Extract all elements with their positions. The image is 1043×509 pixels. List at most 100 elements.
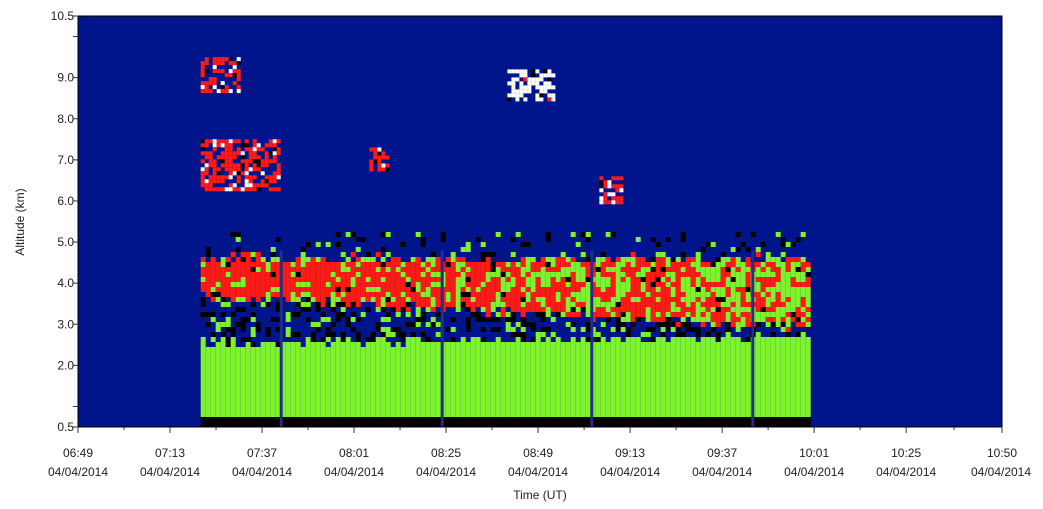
heatmap-cell bbox=[585, 297, 591, 302]
heatmap-cell bbox=[605, 402, 611, 407]
heatmap-cell bbox=[380, 392, 386, 397]
heatmap-cell bbox=[210, 402, 216, 407]
heatmap-cell bbox=[450, 407, 456, 412]
heatmap-cell bbox=[603, 184, 608, 189]
heatmap-cell bbox=[250, 282, 256, 287]
heatmap-cell bbox=[275, 317, 281, 322]
heatmap-cell bbox=[530, 257, 536, 262]
heatmap-cell bbox=[208, 163, 213, 168]
heatmap-cell bbox=[252, 163, 257, 168]
heatmap-cell bbox=[275, 387, 281, 392]
heatmap-cell bbox=[540, 397, 546, 402]
heatmap-cell bbox=[560, 277, 566, 282]
heatmap-cell bbox=[200, 337, 206, 342]
heatmap-cell bbox=[510, 352, 516, 357]
heatmap-cell bbox=[745, 387, 751, 392]
heatmap-cell bbox=[580, 362, 586, 367]
heatmap-cell bbox=[455, 392, 461, 397]
heatmap-cell bbox=[310, 287, 316, 292]
heatmap-cell bbox=[730, 307, 736, 312]
heatmap-cell bbox=[204, 69, 209, 74]
heatmap-cell bbox=[685, 267, 691, 272]
heatmap-cell bbox=[700, 247, 706, 252]
heatmap-cell bbox=[300, 407, 306, 412]
heatmap-cell bbox=[765, 357, 771, 362]
heatmap-cell bbox=[535, 297, 541, 302]
heatmap-cell bbox=[685, 262, 691, 267]
heatmap-cell bbox=[515, 302, 521, 307]
heatmap-cell bbox=[775, 297, 781, 302]
heatmap-cell bbox=[520, 417, 526, 422]
heatmap-cell bbox=[595, 267, 601, 272]
heatmap-cell bbox=[547, 73, 552, 78]
heatmap-cell bbox=[250, 387, 256, 392]
heatmap-cell bbox=[275, 277, 281, 282]
heatmap-cell bbox=[645, 317, 651, 322]
heatmap-cell bbox=[675, 307, 681, 312]
heatmap-cell bbox=[765, 397, 771, 402]
heatmap-cell bbox=[490, 372, 496, 377]
heatmap-cell bbox=[760, 337, 766, 342]
heatmap-cell bbox=[570, 362, 576, 367]
heatmap-cell bbox=[675, 337, 681, 342]
heatmap-cell bbox=[490, 287, 496, 292]
heatmap-cell bbox=[240, 171, 245, 176]
heatmap-cell bbox=[700, 307, 706, 312]
heatmap-cell bbox=[600, 342, 606, 347]
heatmap-cell bbox=[490, 352, 496, 357]
heatmap-cell bbox=[505, 327, 511, 332]
heatmap-cell bbox=[335, 302, 341, 307]
heatmap-cell bbox=[450, 367, 456, 372]
heatmap-cell bbox=[425, 422, 431, 427]
heatmap-cell bbox=[775, 412, 781, 417]
heatmap-cell bbox=[700, 292, 706, 297]
heatmap-cell bbox=[615, 347, 621, 352]
heatmap-cell bbox=[511, 85, 516, 90]
heatmap-cell bbox=[275, 362, 281, 367]
heatmap-cell bbox=[252, 175, 257, 180]
heatmap-cell bbox=[305, 407, 311, 412]
heatmap-cell bbox=[705, 367, 711, 372]
heatmap-cell bbox=[290, 372, 296, 377]
heatmap-cell bbox=[730, 317, 736, 322]
heatmap-cell bbox=[555, 397, 561, 402]
heatmap-cell bbox=[450, 272, 456, 277]
heatmap-cell bbox=[385, 297, 391, 302]
heatmap-cell bbox=[770, 312, 776, 317]
heatmap-cell bbox=[220, 61, 225, 66]
heatmap-cell bbox=[599, 196, 604, 201]
heatmap-cell bbox=[315, 257, 321, 262]
heatmap-cell bbox=[212, 175, 217, 180]
heatmap-cell bbox=[665, 262, 671, 267]
heatmap-cell bbox=[204, 139, 209, 144]
heatmap-cell bbox=[225, 337, 231, 342]
heatmap-cell bbox=[410, 297, 416, 302]
heatmap-cell bbox=[610, 367, 616, 372]
heatmap-cell bbox=[650, 297, 656, 302]
heatmap-cell bbox=[375, 262, 381, 267]
heatmap-cell bbox=[230, 342, 236, 347]
heatmap-cell bbox=[745, 357, 751, 362]
heatmap-cell bbox=[735, 352, 741, 357]
heatmap-cell bbox=[790, 267, 796, 272]
heatmap-cell bbox=[795, 402, 801, 407]
heatmap-cell bbox=[700, 412, 706, 417]
heatmap-cell bbox=[245, 317, 251, 322]
heatmap-cell bbox=[210, 277, 216, 282]
heatmap-cell bbox=[465, 342, 471, 347]
heatmap-cell bbox=[212, 139, 217, 144]
heatmap-cell bbox=[232, 81, 237, 86]
heatmap-cell bbox=[805, 387, 811, 392]
heatmap-cell bbox=[260, 422, 266, 427]
heatmap-cell bbox=[345, 367, 351, 372]
heatmap-cell bbox=[380, 247, 386, 252]
heatmap-cell bbox=[405, 267, 411, 272]
heatmap-cell bbox=[455, 262, 461, 267]
heatmap-cell bbox=[805, 362, 811, 367]
heatmap-cell bbox=[645, 282, 651, 287]
heatmap-cell bbox=[325, 407, 331, 412]
heatmap-cell bbox=[675, 352, 681, 357]
heatmap-cell bbox=[435, 372, 441, 377]
heatmap-cell bbox=[290, 387, 296, 392]
heatmap-cell bbox=[225, 387, 231, 392]
